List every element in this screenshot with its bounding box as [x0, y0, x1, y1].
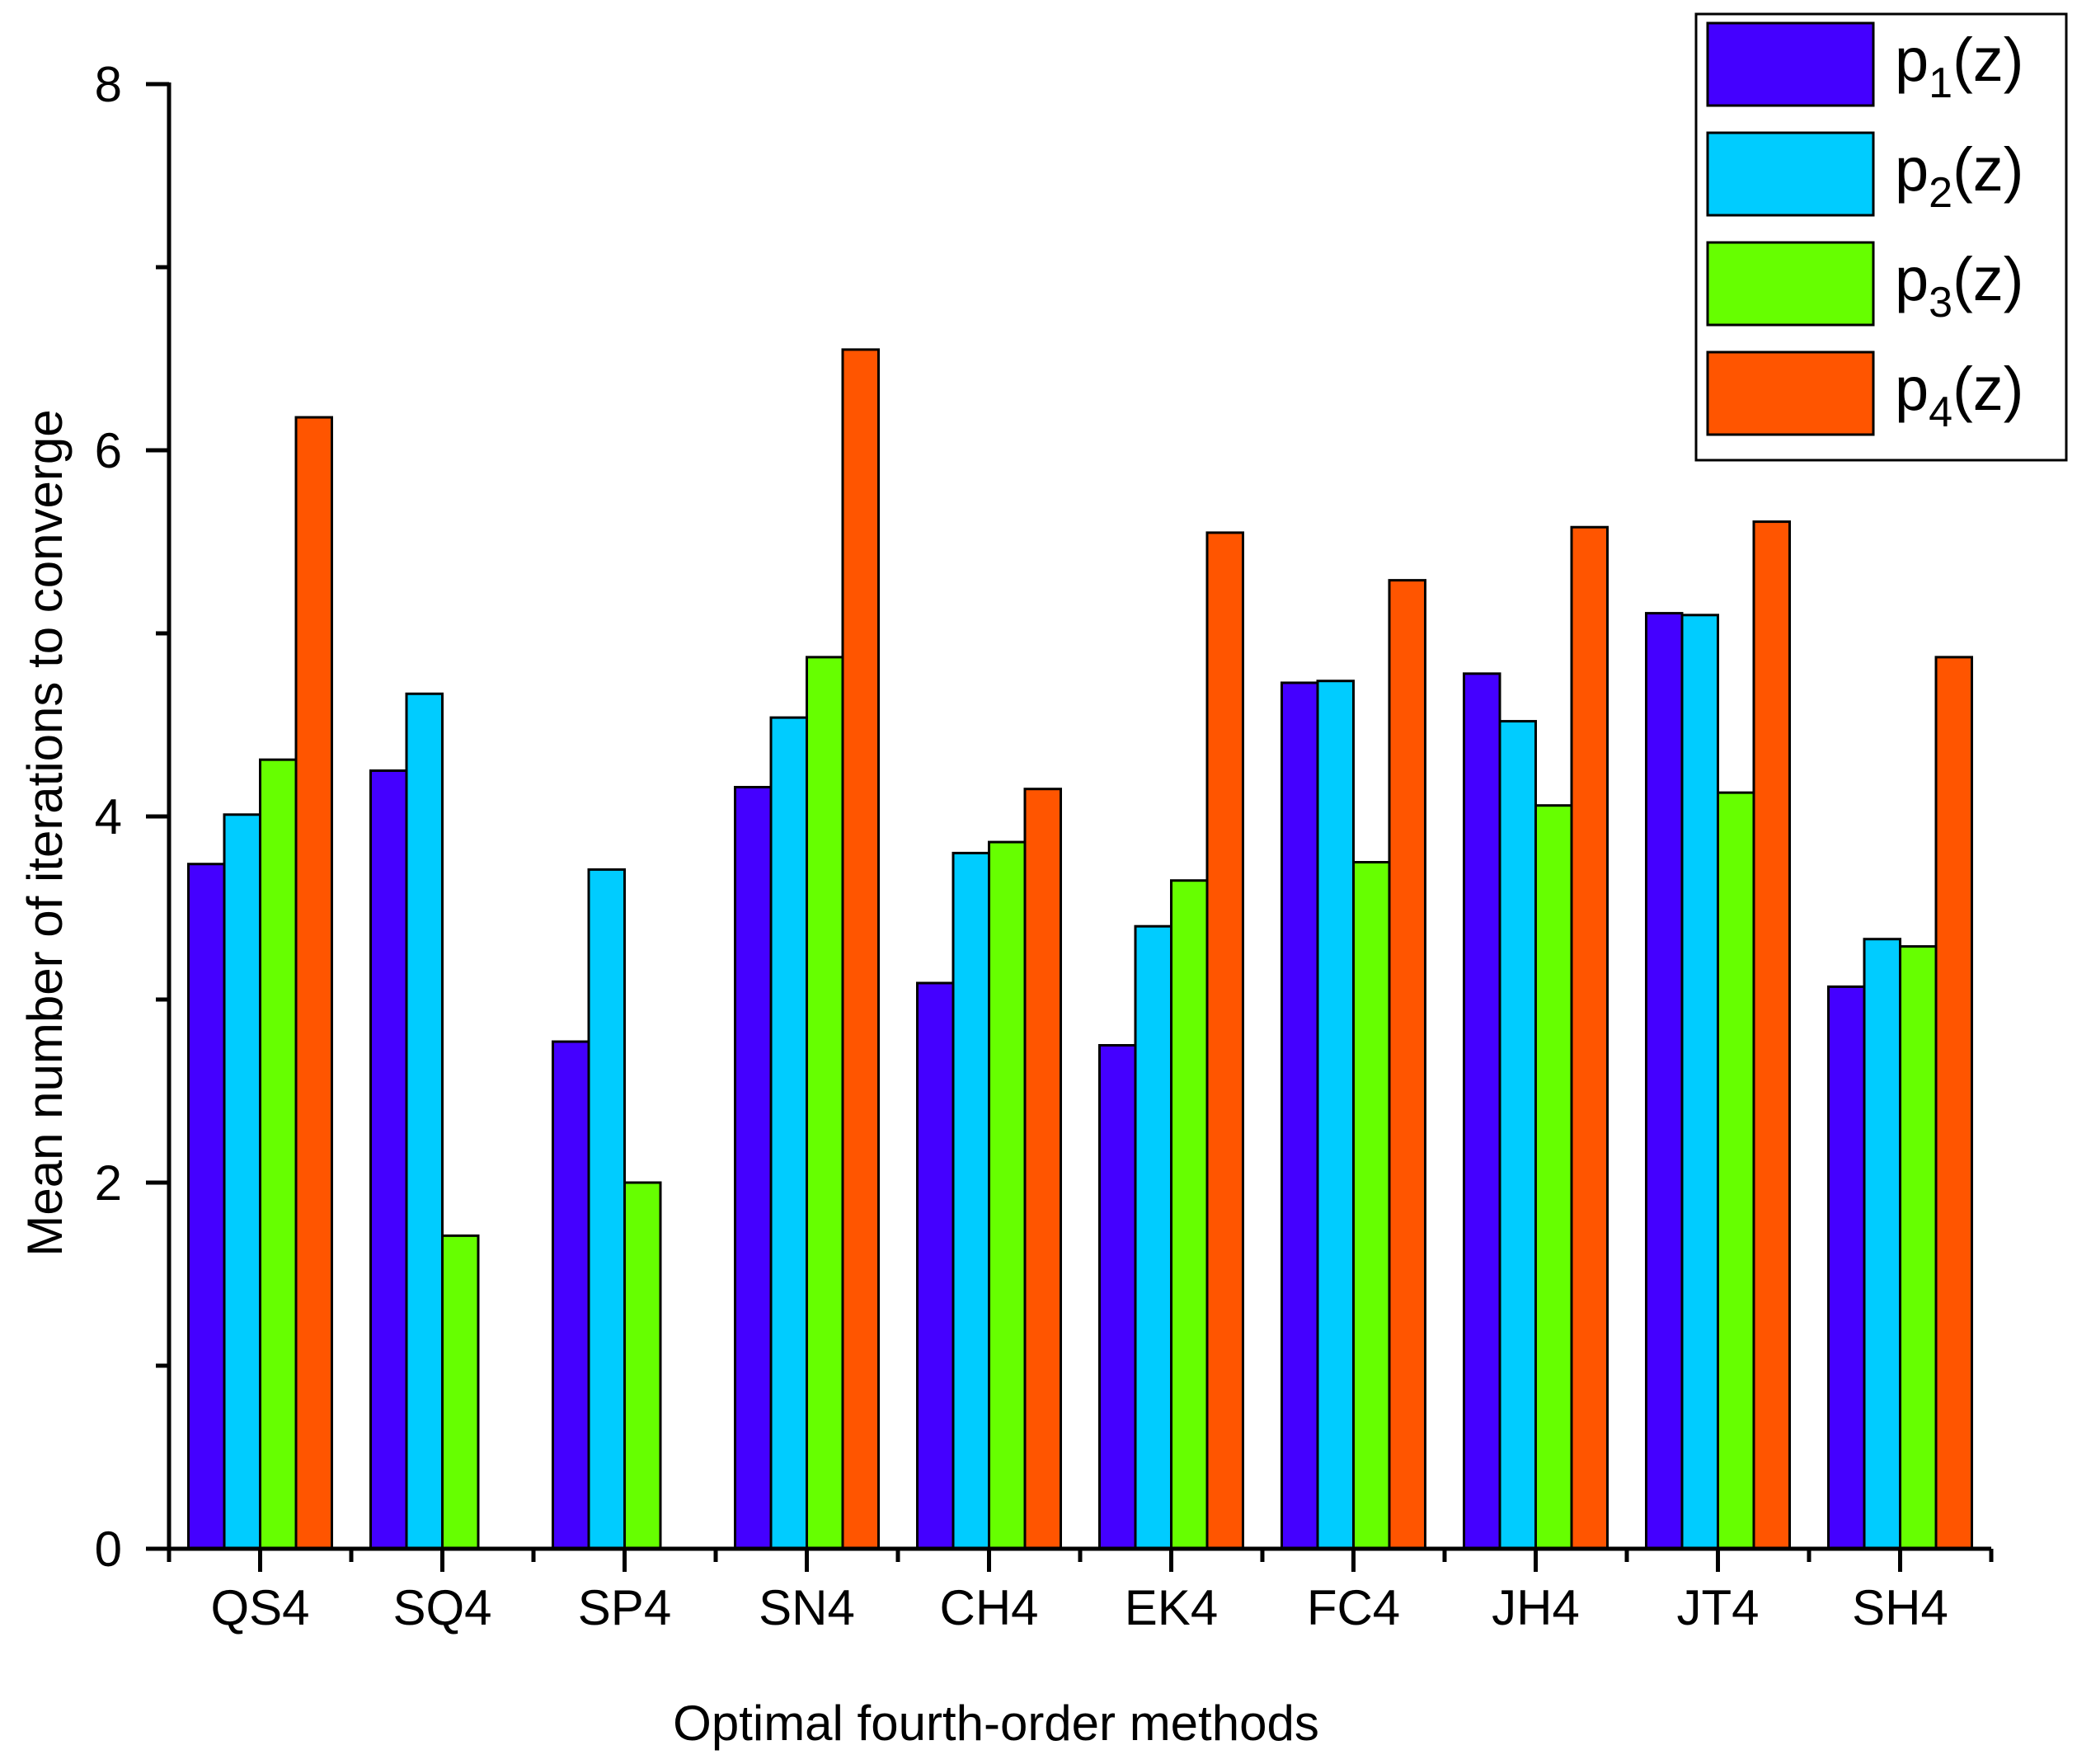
x-tick-label: SQ4 — [392, 1580, 491, 1635]
bar-sn4-p1 — [734, 785, 773, 1550]
bars-group — [187, 348, 1973, 1550]
legend-label-p1: p1(z) — [1895, 26, 2023, 107]
y-tick-label: 6 — [95, 423, 122, 478]
bar-ch4-p4 — [1023, 788, 1062, 1550]
y-tick-label: 0 — [95, 1522, 122, 1577]
bar-jt4-p1 — [1645, 612, 1684, 1550]
bar-jh4-p3 — [1534, 804, 1573, 1550]
bar-ch4-p3 — [988, 840, 1027, 1550]
bar-qs4-p3 — [259, 758, 298, 1550]
bar-jt4-p3 — [1717, 791, 1755, 1550]
bar-ek4-p4 — [1205, 531, 1244, 1550]
x-tick-label: FC4 — [1307, 1580, 1400, 1635]
x-tick-label: QS4 — [210, 1580, 309, 1635]
bar-jh4-p1 — [1463, 672, 1501, 1550]
bar-sp4-p1 — [552, 1040, 590, 1550]
bar-sh4-p4 — [1934, 656, 1973, 1550]
bar-sq4-p3 — [441, 1234, 480, 1550]
y-axis-title: Mean number of iterations to converge — [17, 409, 73, 1256]
y-tick-label: 8 — [95, 57, 122, 112]
bar-ek4-p2 — [1134, 924, 1172, 1550]
legend-label-p2: p2(z) — [1895, 135, 2023, 217]
bar-sp4-p2 — [587, 868, 626, 1550]
y-tick-label: 4 — [95, 789, 122, 844]
bar-sn4-p3 — [806, 656, 844, 1550]
x-tick-label: JT4 — [1676, 1580, 1759, 1635]
x-tick-label: JH4 — [1492, 1580, 1580, 1635]
bar-fc4-p3 — [1352, 861, 1391, 1550]
bar-qs4-p2 — [223, 813, 261, 1550]
legend-label-p4: p4(z) — [1895, 355, 2023, 436]
bar-ch4-p1 — [916, 981, 955, 1550]
y-tick-label: 2 — [95, 1155, 122, 1211]
x-tick-label: SP4 — [578, 1580, 671, 1635]
legend-swatch-p4 — [1706, 350, 1875, 436]
legend-swatch-p2 — [1706, 131, 1875, 217]
bar-sh4-p3 — [1899, 945, 1938, 1550]
bar-jh4-p2 — [1498, 720, 1537, 1550]
x-tick-label: SH4 — [1852, 1580, 1948, 1635]
x-axis-title: Optimal fourth-order methods — [673, 1696, 1319, 1751]
bar-sh4-p1 — [1827, 985, 1866, 1550]
bar-fc4-p2 — [1316, 680, 1355, 1550]
axes-group: 0 2 4 6 8 QS4 SQ4 SP4 SN4 CH4 EK4 FC4 JH4 JT4 SH4 — [95, 57, 1994, 1635]
bar-ch4-p2 — [952, 851, 990, 1550]
bar-qs4-p1 — [187, 863, 226, 1550]
bar-jt4-p2 — [1680, 614, 1719, 1550]
bar-sh4-p2 — [1863, 938, 1901, 1550]
x-tick-label: SN4 — [759, 1580, 855, 1635]
bar-sq4-p1 — [369, 769, 408, 1550]
bar-ek4-p1 — [1098, 1044, 1137, 1550]
bar-sn4-p2 — [769, 716, 808, 1550]
bar-jt4-p4 — [1752, 520, 1791, 1550]
legend-swatch-p3 — [1706, 241, 1875, 327]
legend-swatch-p1 — [1706, 21, 1875, 107]
bar-qs4-p4 — [294, 416, 333, 1550]
bar-jh4-p4 — [1570, 525, 1609, 1550]
x-tick-label: EK4 — [1125, 1580, 1218, 1635]
x-tick-label: CH4 — [939, 1580, 1038, 1635]
bar-sq4-p2 — [405, 692, 444, 1550]
legend-label-p3: p3(z) — [1895, 245, 2023, 327]
bar-sp4-p3 — [623, 1181, 662, 1550]
legend: p1(z) p2(z) p3(z) p4(z) — [1694, 12, 2068, 462]
bar-ek4-p3 — [1170, 879, 1209, 1550]
bar-fc4-p4 — [1388, 579, 1426, 1550]
bar-fc4-p1 — [1281, 681, 1319, 1550]
bar-sn4-p4 — [841, 348, 880, 1550]
